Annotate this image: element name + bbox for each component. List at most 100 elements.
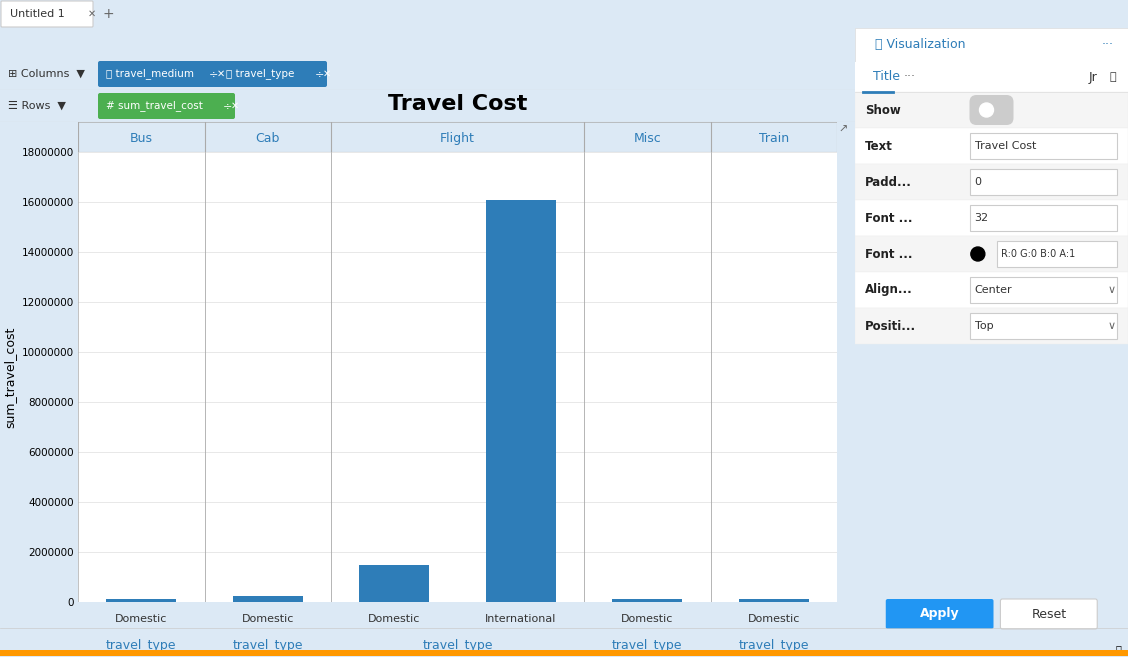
Text: # sum_travel_cost: # sum_travel_cost (106, 101, 203, 112)
Text: ☰ Rows  ▼: ☰ Rows ▼ (8, 101, 65, 111)
Text: 0: 0 (975, 177, 981, 187)
Text: Domestic: Domestic (241, 614, 294, 624)
Bar (233, 596, 302, 602)
Bar (486, 200, 555, 602)
Text: Cab: Cab (256, 132, 280, 145)
Bar (855, 308, 1128, 344)
Text: 🔄: 🔄 (922, 39, 926, 47)
Text: Show: Show (865, 104, 901, 116)
Text: 🗋 travel_medium: 🗋 travel_medium (106, 68, 194, 79)
Text: 💾: 💾 (885, 39, 890, 47)
FancyBboxPatch shape (970, 313, 1117, 339)
Text: +: + (103, 7, 114, 21)
Text: ✕: ✕ (217, 69, 226, 79)
Text: travel_type: travel_type (613, 639, 682, 652)
Text: Domestic: Domestic (368, 614, 421, 624)
Text: ✕: ✕ (231, 101, 239, 111)
Bar (855, 92, 1128, 128)
Text: 🔍: 🔍 (1110, 72, 1117, 82)
Text: 🔔: 🔔 (1048, 39, 1052, 47)
Circle shape (971, 247, 985, 261)
FancyBboxPatch shape (970, 133, 1117, 159)
Text: ❓: ❓ (1030, 39, 1034, 47)
Text: R:0 G:0 B:0 A:1: R:0 G:0 B:0 A:1 (1001, 249, 1075, 259)
Text: Center: Center (975, 285, 1012, 295)
Text: ÷: ÷ (209, 69, 218, 79)
Text: travel_type: travel_type (106, 639, 176, 652)
Text: Text: Text (865, 139, 893, 152)
Bar (0, 650, 1128, 656)
Text: travel_type: travel_type (232, 639, 303, 652)
Text: Domestic: Domestic (748, 614, 800, 624)
Text: 32: 32 (975, 213, 989, 223)
Text: ÷: ÷ (222, 101, 231, 111)
FancyBboxPatch shape (970, 169, 1117, 195)
Bar (855, 128, 1128, 164)
FancyBboxPatch shape (997, 241, 1117, 267)
Text: Apply: Apply (919, 608, 960, 620)
Text: travel_type: travel_type (422, 639, 493, 652)
Bar (106, 599, 176, 602)
Text: ✕: ✕ (88, 9, 96, 19)
Text: Train: Train (759, 132, 788, 145)
Bar (360, 564, 429, 602)
FancyBboxPatch shape (885, 599, 994, 629)
Text: 📊: 📊 (867, 39, 872, 47)
Text: ⤢: ⤢ (994, 39, 998, 47)
Bar (855, 272, 1128, 308)
Text: ✕: ✕ (323, 69, 331, 79)
Text: Reset: Reset (1031, 608, 1066, 620)
Text: ∨: ∨ (1108, 285, 1116, 295)
Text: 👤: 👤 (1066, 39, 1070, 47)
Bar (855, 28, 1128, 62)
Bar (613, 599, 682, 602)
FancyBboxPatch shape (969, 95, 1013, 125)
Y-axis label: sum_travel_cost: sum_travel_cost (3, 327, 16, 428)
Text: Misc: Misc (634, 132, 661, 145)
FancyBboxPatch shape (98, 93, 235, 119)
Text: ÷: ÷ (315, 69, 324, 79)
Text: ···: ··· (1102, 39, 1114, 51)
Text: ···: ··· (904, 70, 916, 83)
Text: International: International (485, 614, 556, 624)
Text: Jr: Jr (1089, 70, 1098, 83)
FancyBboxPatch shape (1, 1, 92, 27)
Text: Travel Cost: Travel Cost (975, 141, 1036, 151)
Text: Flight: Flight (440, 132, 475, 145)
Text: 🗋 travel_type: 🗋 travel_type (226, 68, 294, 79)
FancyBboxPatch shape (970, 205, 1117, 231)
Text: 📌: 📌 (1116, 644, 1121, 654)
Text: 📊 Visualization: 📊 Visualization (875, 39, 966, 51)
Text: 📤: 📤 (904, 39, 908, 47)
Text: 👁: 👁 (976, 39, 980, 47)
Text: Align...: Align... (865, 284, 913, 296)
Text: ↗: ↗ (838, 125, 847, 135)
Bar (855, 164, 1128, 200)
Text: Travel Cost: Travel Cost (388, 94, 527, 114)
Text: Domestic: Domestic (622, 614, 673, 624)
Text: Bus: Bus (130, 132, 152, 145)
Text: Font ...: Font ... (865, 248, 913, 260)
Text: Domestic: Domestic (115, 614, 167, 624)
Bar (855, 62, 1128, 92)
FancyBboxPatch shape (970, 277, 1117, 303)
Text: ⊞ Columns  ▼: ⊞ Columns ▼ (8, 69, 85, 79)
Text: Font ...: Font ... (865, 212, 913, 225)
Bar (739, 599, 809, 602)
Text: ∨: ∨ (1108, 321, 1116, 331)
Text: Top: Top (975, 321, 994, 331)
Circle shape (979, 103, 994, 117)
Text: ⬅: ⬅ (938, 39, 945, 47)
Text: 💡: 💡 (1012, 39, 1016, 47)
FancyBboxPatch shape (218, 61, 327, 87)
Bar (855, 236, 1128, 272)
Text: 📋: 📋 (958, 39, 962, 47)
Text: Positi...: Positi... (865, 319, 916, 332)
Text: Padd...: Padd... (865, 175, 911, 189)
FancyBboxPatch shape (98, 61, 221, 87)
Text: Untitled 1: Untitled 1 (10, 9, 64, 19)
Text: travel_type: travel_type (739, 639, 809, 652)
Bar (855, 200, 1128, 236)
FancyBboxPatch shape (1001, 599, 1098, 629)
Text: Title: Title (873, 70, 900, 83)
